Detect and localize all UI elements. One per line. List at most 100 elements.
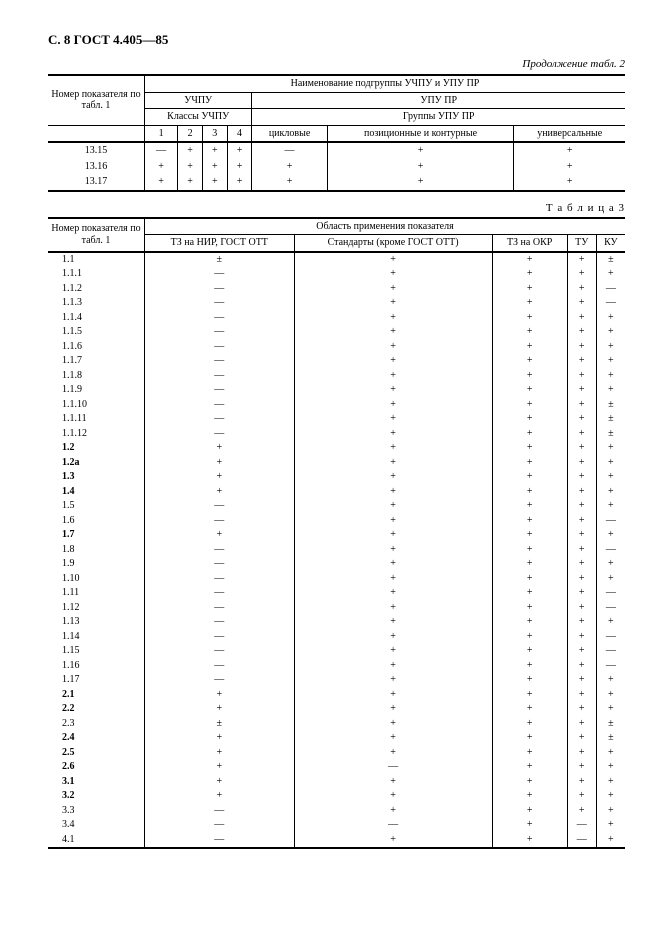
t2-cell: —	[252, 142, 327, 159]
t2-row-num: 13.16	[48, 159, 145, 175]
t3-cell: +	[492, 760, 567, 775]
t3-cell: +	[492, 441, 567, 456]
continuation-label: Продолжение табл. 2	[48, 58, 625, 70]
t3-cell: —	[145, 267, 295, 282]
t3-cell: +	[492, 775, 567, 790]
t3-cell: +	[492, 252, 567, 268]
t3-cell: +	[294, 514, 492, 529]
t3-cell: +	[294, 557, 492, 572]
t3-cell: +	[294, 340, 492, 355]
t3-cell: +	[492, 804, 567, 819]
t3-cell: +	[294, 369, 492, 384]
t3-cell: +	[596, 615, 625, 630]
t3-cell: +	[294, 325, 492, 340]
t3-cell: +	[294, 354, 492, 369]
t3-cell: +	[567, 354, 596, 369]
t2-cell: +	[252, 174, 327, 191]
t3-cell: —	[596, 543, 625, 558]
t3-cell: +	[294, 746, 492, 761]
t2-g2: позиционные и контурные	[327, 125, 514, 142]
t3-cell: ±	[596, 398, 625, 413]
t3-row-num: 1.2	[48, 441, 145, 456]
t3-cell: +	[145, 789, 295, 804]
t3-cell: +	[567, 775, 596, 790]
t3-row-num: 1.1.4	[48, 311, 145, 326]
t3-cell: +	[567, 804, 596, 819]
t3-cell: +	[294, 528, 492, 543]
t3-cell: —	[145, 282, 295, 297]
t3-cell: +	[567, 615, 596, 630]
t3-cell: +	[596, 340, 625, 355]
t3-cell: +	[294, 441, 492, 456]
t3-cell: +	[567, 282, 596, 297]
t3-cell: —	[567, 818, 596, 833]
t3-cell: +	[294, 702, 492, 717]
t3-cell: —	[145, 644, 295, 659]
t2-cell: +	[145, 174, 178, 191]
t3-cell: —	[145, 804, 295, 819]
t3-cell: +	[596, 528, 625, 543]
t2-c2: 2	[178, 125, 203, 142]
t3-cell: +	[145, 470, 295, 485]
t3-cell: +	[596, 804, 625, 819]
t3-cell: +	[567, 456, 596, 471]
t3-cell: +	[145, 485, 295, 500]
t3-row-num: 3.1	[48, 775, 145, 790]
t3-row-num: 1.15	[48, 644, 145, 659]
t3-cell: ±	[596, 427, 625, 442]
t3-h-num: Номер показателя по табл. 1	[48, 218, 145, 252]
t3-cell: +	[145, 760, 295, 775]
t3-cell: +	[492, 586, 567, 601]
t2-h-upupr: УПУ ПР	[252, 92, 625, 109]
t2-cell: +	[178, 142, 203, 159]
t3-cell: +	[492, 499, 567, 514]
t3-cell: +	[492, 514, 567, 529]
t3-cell: +	[492, 659, 567, 674]
t3-cell: +	[596, 818, 625, 833]
t3-cell: —	[596, 659, 625, 674]
t2-cell: +	[178, 159, 203, 175]
t3-cell: +	[492, 470, 567, 485]
t3-cell: +	[567, 340, 596, 355]
t3-cell: +	[294, 456, 492, 471]
t3-cell: +	[567, 543, 596, 558]
t3-row-num: 1.11	[48, 586, 145, 601]
t3-cell: +	[596, 383, 625, 398]
t2-h-classes: Классы УЧПУ	[145, 109, 252, 126]
t3-cell: +	[145, 702, 295, 717]
t3-cell: +	[567, 412, 596, 427]
t3-cell: +	[145, 456, 295, 471]
t3-cell: +	[492, 644, 567, 659]
t2-g3: универсальные	[514, 125, 625, 142]
t3-cell: —	[596, 644, 625, 659]
t3-row-num: 1.6	[48, 514, 145, 529]
t3-row-num: 1.1.3	[48, 296, 145, 311]
t3-cell: +	[294, 630, 492, 645]
t3-cell: +	[492, 340, 567, 355]
t3-cell: +	[596, 325, 625, 340]
t3-cell: —	[145, 673, 295, 688]
t3-cell: +	[492, 557, 567, 572]
t3-cell: +	[294, 470, 492, 485]
t3-cell: +	[596, 775, 625, 790]
t3-cell: +	[567, 659, 596, 674]
t2-cell: +	[227, 159, 252, 175]
t3-cell: +	[567, 673, 596, 688]
t3-cell: +	[145, 731, 295, 746]
t3-row-num: 1.1.1	[48, 267, 145, 282]
t3-cell: —	[145, 557, 295, 572]
t3-cell: +	[567, 398, 596, 413]
t3-cell: +	[145, 441, 295, 456]
t3-cell: +	[596, 789, 625, 804]
t2-cell: +	[252, 159, 327, 175]
t3-cell: +	[294, 804, 492, 819]
t3-cell: +	[492, 398, 567, 413]
t3-c5: КУ	[596, 235, 625, 252]
t2-c4: 4	[227, 125, 252, 142]
t2-cell: +	[178, 174, 203, 191]
t3-cell: +	[567, 746, 596, 761]
t3-cell: —	[145, 296, 295, 311]
t3-cell: +	[567, 789, 596, 804]
t3-cell: +	[567, 383, 596, 398]
t3-cell: +	[294, 485, 492, 500]
